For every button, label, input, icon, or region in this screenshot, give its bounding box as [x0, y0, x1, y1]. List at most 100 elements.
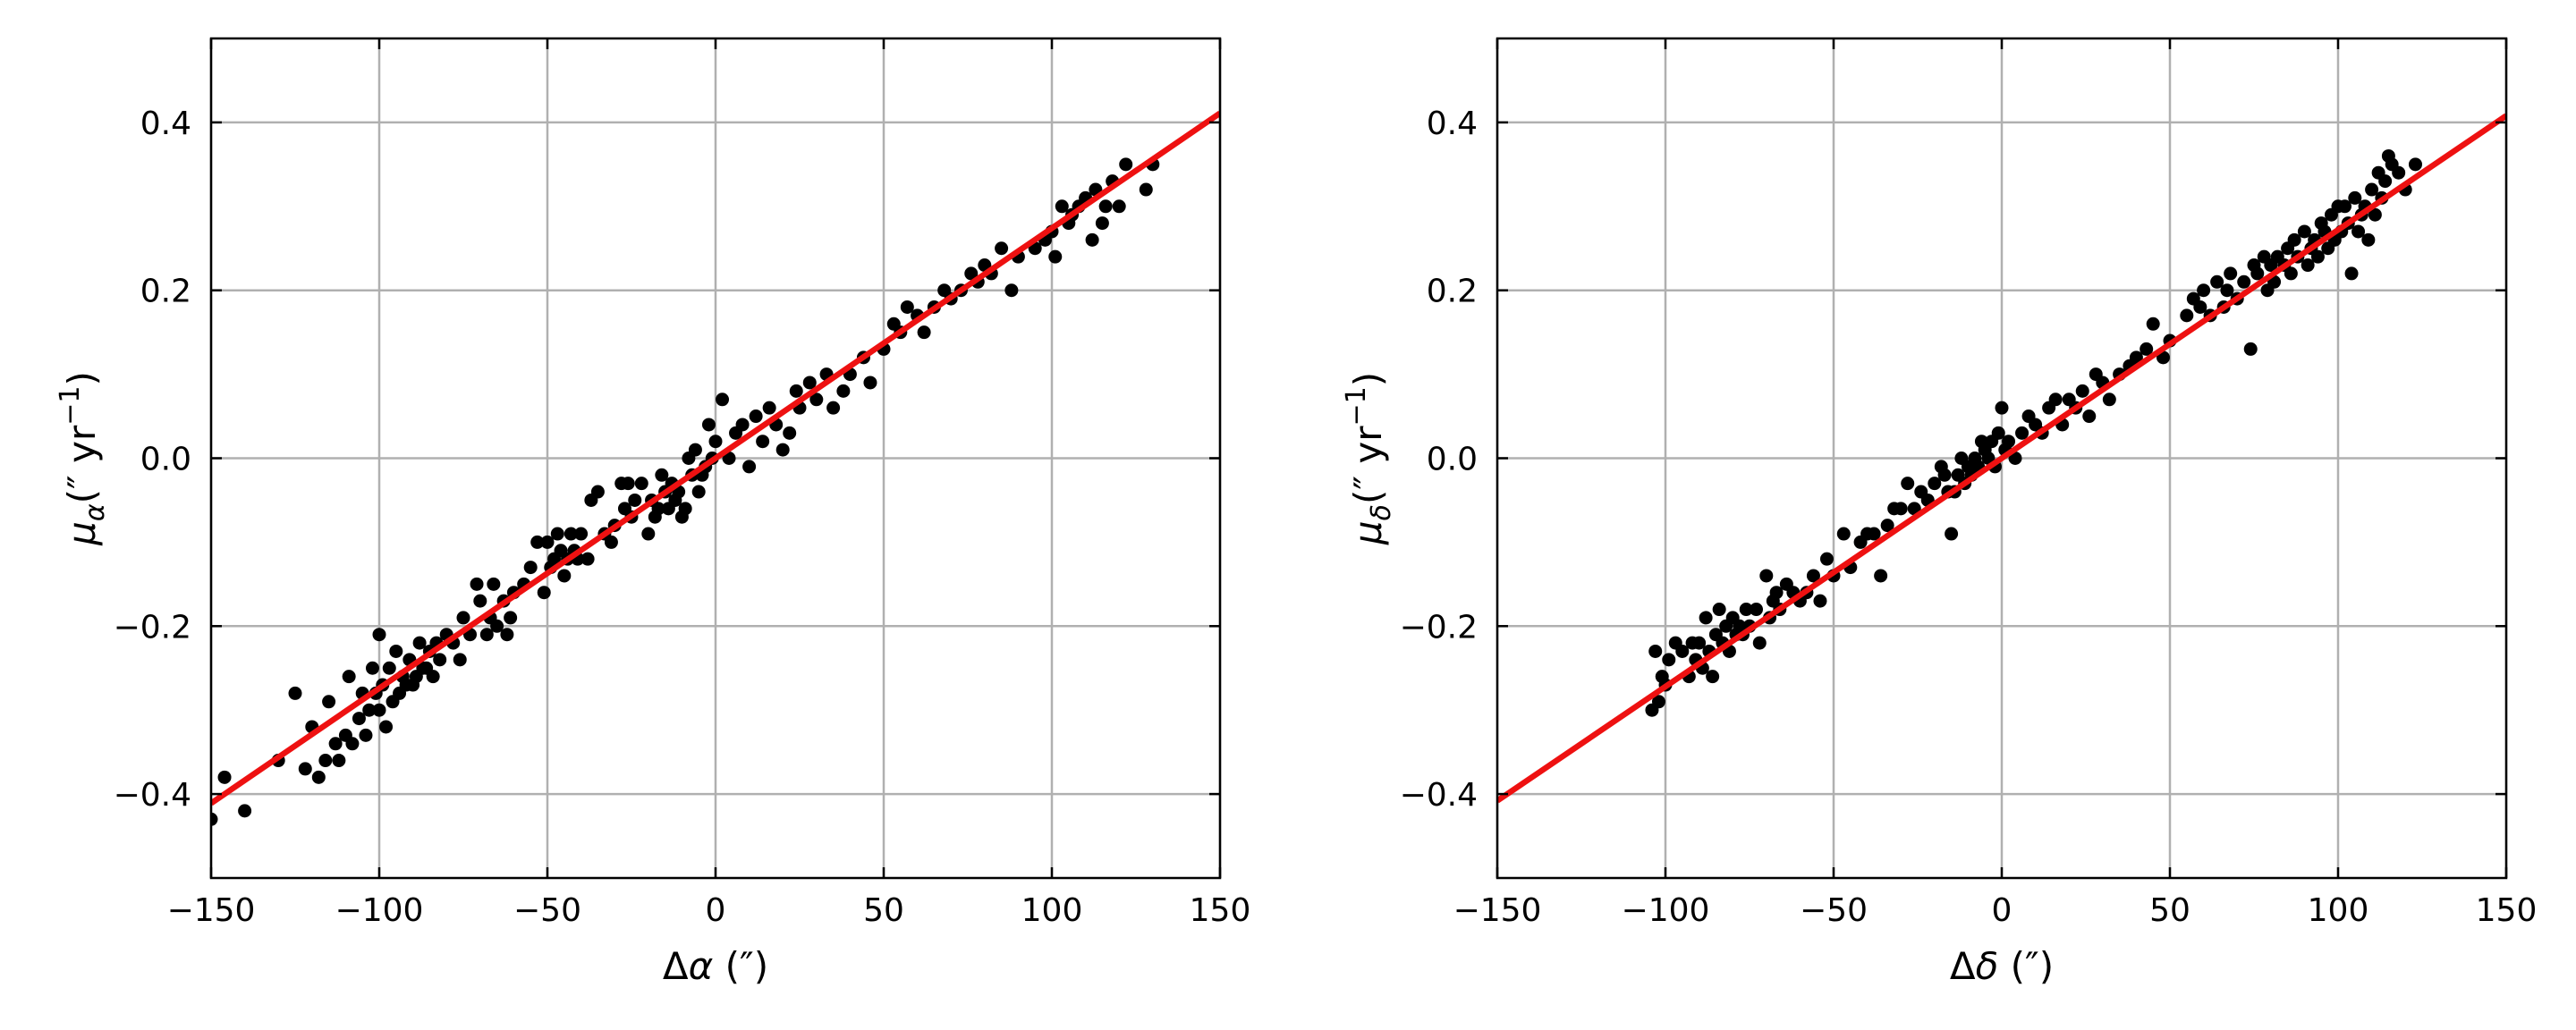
- data-point: [2129, 350, 2143, 365]
- data-point: [372, 628, 386, 642]
- y-tick-label: −0.4: [1400, 777, 1478, 814]
- data-point: [564, 527, 578, 541]
- data-point: [490, 619, 504, 633]
- data-point: [1806, 569, 1820, 583]
- data-point: [328, 737, 343, 751]
- data-point: [628, 493, 642, 507]
- data-point: [332, 754, 346, 768]
- x-tick-label: 150: [2476, 892, 2538, 929]
- data-point: [1098, 199, 1113, 214]
- data-point: [1139, 182, 1153, 197]
- data-point: [2102, 393, 2116, 407]
- fit-line: [211, 110, 1220, 806]
- data-point: [2301, 258, 2315, 273]
- data-point: [688, 443, 702, 457]
- data-point: [2243, 342, 2258, 356]
- x-axis-label: Δα (″): [663, 944, 768, 988]
- data-point: [749, 409, 763, 424]
- data-point: [1819, 552, 1834, 566]
- data-point: [574, 527, 589, 541]
- data-point: [2365, 182, 2379, 197]
- data-point: [1836, 527, 1851, 541]
- data-point: [352, 712, 366, 726]
- data-point: [1712, 603, 1726, 617]
- data-point: [1692, 636, 1707, 650]
- data-point: [995, 241, 1009, 256]
- data-point: [2210, 274, 2224, 289]
- data-point: [900, 300, 914, 314]
- data-point: [379, 720, 394, 734]
- data-points: [211, 157, 1160, 826]
- data-point: [604, 535, 618, 549]
- data-point: [2310, 249, 2325, 264]
- data-point: [359, 728, 373, 742]
- data-point: [863, 376, 877, 390]
- y-tick-label: 0.4: [1427, 106, 1478, 142]
- data-point: [2180, 308, 2194, 323]
- ticks: [209, 38, 1222, 878]
- data-point: [550, 527, 564, 541]
- data-point: [1991, 426, 2005, 440]
- x-tick-label: 0: [1992, 892, 2012, 929]
- data-point: [2220, 283, 2234, 298]
- data-point: [2408, 157, 2422, 172]
- x-tick-label: 100: [1021, 892, 1083, 929]
- data-point: [345, 737, 360, 751]
- data-point: [2284, 266, 2298, 281]
- data-point: [634, 477, 648, 491]
- data-point: [2193, 300, 2207, 314]
- y-tick-label: −0.2: [114, 609, 191, 646]
- data-point: [1995, 401, 2009, 415]
- x-tick-label: −100: [1622, 892, 1710, 929]
- data-point: [362, 703, 377, 717]
- x-tick-label: 150: [1190, 892, 1251, 929]
- data-point: [523, 561, 538, 575]
- data-point: [500, 628, 514, 642]
- data-point: [2392, 165, 2406, 180]
- data-point: [678, 502, 692, 516]
- data-point: [1945, 527, 1959, 541]
- x-tick-label: 0: [706, 892, 726, 929]
- y-tick-label: −0.4: [114, 777, 191, 814]
- data-point: [590, 485, 605, 499]
- y-tick-label: −0.2: [1400, 609, 1478, 646]
- data-point: [1937, 468, 1952, 482]
- data-point: [655, 468, 669, 482]
- data-point: [2297, 224, 2311, 239]
- data-point: [789, 384, 803, 398]
- data-point: [651, 502, 665, 516]
- data-point: [1662, 653, 1676, 667]
- data-point: [1675, 644, 1690, 658]
- data-point: [708, 435, 723, 449]
- data-point: [1119, 157, 1133, 172]
- data-point: [1739, 603, 1753, 617]
- data-point: [1095, 216, 1109, 231]
- data-point: [1759, 569, 1774, 583]
- data-point: [1651, 695, 1665, 709]
- data-point: [426, 670, 440, 684]
- data-point: [537, 586, 551, 600]
- data-point: [775, 443, 790, 457]
- data-point: [917, 325, 931, 340]
- data-point: [342, 670, 356, 684]
- data-point: [2197, 283, 2211, 298]
- right-panel-mu-delta-vs-delta-delta: −150 −100 −50 0 50 100 150 −0.4 −0.2 0.0 0.2 0.4 Δδ …: [1341, 37, 2538, 988]
- data-point: [479, 628, 494, 642]
- x-tick-label: −50: [1800, 892, 1868, 929]
- data-point: [2250, 266, 2265, 281]
- data-point: [288, 686, 302, 700]
- data-point: [322, 695, 336, 709]
- data-point: [1901, 477, 1915, 491]
- data-point: [2015, 426, 2029, 440]
- data-point: [540, 535, 555, 549]
- data-point: [1750, 603, 1764, 617]
- x-tick-label: 50: [863, 892, 904, 929]
- data-point: [1699, 611, 1713, 625]
- data-point: [2237, 274, 2251, 289]
- y-tick-label: 0.2: [140, 274, 191, 310]
- data-point: [389, 644, 403, 658]
- data-point: [621, 477, 635, 491]
- data-point: [1055, 199, 1069, 214]
- data-point: [2287, 232, 2301, 247]
